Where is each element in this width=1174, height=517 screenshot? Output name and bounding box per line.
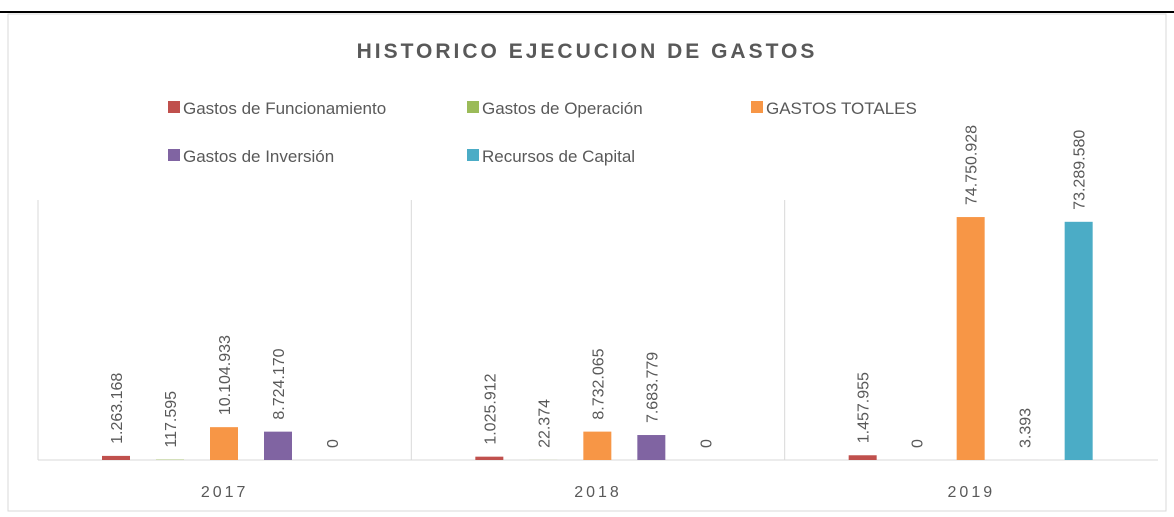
data-label: 10.104.933 — [217, 335, 234, 415]
data-label: 8.732.065 — [590, 348, 607, 419]
data-label: 74.750.928 — [964, 125, 981, 205]
bar — [637, 435, 666, 460]
data-label: 0 — [325, 439, 342, 448]
x-tick-label: 2019 — [948, 484, 996, 501]
bar — [583, 431, 612, 460]
data-label: 1.025.912 — [482, 373, 499, 444]
data-label: 7.683.779 — [644, 352, 661, 423]
data-label: 1.263.168 — [109, 373, 126, 444]
data-label: 0 — [698, 439, 715, 448]
x-tick-label: 2017 — [201, 484, 249, 501]
bar — [956, 217, 985, 460]
legend-swatch — [467, 101, 479, 113]
data-label: 0 — [910, 439, 927, 448]
bar — [475, 456, 504, 460]
legend-swatch — [467, 149, 479, 161]
bar — [848, 455, 877, 460]
legend-label: Gastos de Operación — [482, 99, 643, 118]
data-label: 3.393 — [1018, 408, 1035, 448]
bar — [264, 431, 292, 460]
chart-border — [7, 13, 1167, 512]
bar — [102, 455, 130, 460]
legend-swatch — [168, 101, 180, 113]
bar — [210, 427, 238, 460]
legend-label: Recursos de Capital — [482, 147, 635, 166]
legend-label: GASTOS TOTALES — [766, 99, 917, 118]
legend-label: Gastos de Funcionamiento — [183, 99, 386, 118]
legend-label: Gastos de Inversión — [183, 147, 334, 166]
legend-swatch — [751, 101, 763, 113]
data-label: 8.724.170 — [271, 348, 288, 419]
bar — [1064, 221, 1093, 460]
data-label: 73.289.580 — [1072, 130, 1089, 210]
data-label: 117.595 — [163, 391, 180, 448]
chart-title: HISTORICO EJECUCION DE GASTOS — [357, 40, 818, 63]
data-label: 22.374 — [536, 399, 553, 448]
legend-swatch — [168, 149, 180, 161]
data-label: 1.457.955 — [856, 372, 873, 443]
x-tick-label: 2018 — [574, 484, 622, 501]
